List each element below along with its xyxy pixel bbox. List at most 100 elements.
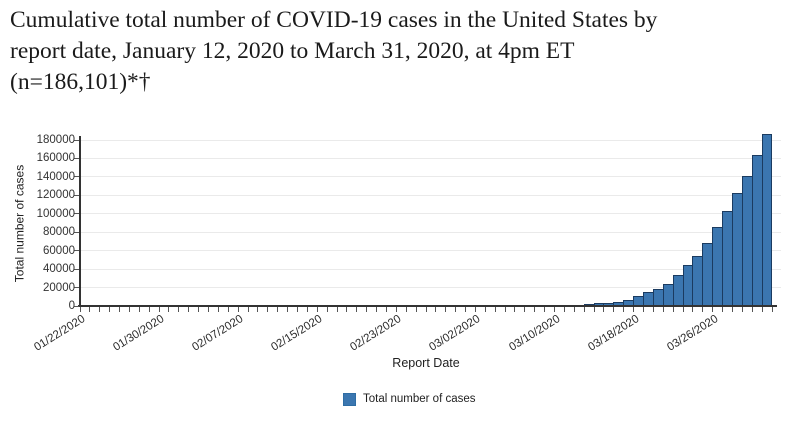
x-axis-tick [494, 306, 496, 312]
y-tick-label: 80000 [43, 226, 75, 239]
x-axis-tick [326, 306, 328, 312]
chart-title: Cumulative total number of COVID-19 case… [10, 5, 657, 98]
x-tick-label: 03/10/2020 [506, 313, 562, 354]
x-axis-tick [662, 306, 664, 312]
x-axis-tick [722, 306, 724, 312]
legend[interactable]: Total number of cases [343, 392, 476, 406]
bar[interactable] [761, 134, 773, 306]
x-axis-tick [198, 306, 200, 312]
x-tick-label: 01/30/2020 [111, 313, 167, 354]
gridline [80, 250, 781, 252]
x-axis-tick [316, 306, 318, 312]
x-tick-label: 03/18/2020 [585, 313, 641, 354]
legend-color-swatch-icon [343, 392, 356, 406]
x-axis-tick [346, 306, 348, 312]
x-axis-tick [504, 306, 506, 312]
y-tick-label: 20000 [43, 281, 75, 294]
x-axis-tick [148, 306, 150, 312]
x-axis-tick [682, 306, 684, 312]
gridline [80, 231, 781, 233]
y-tick-label: 120000 [36, 189, 75, 202]
x-axis-tick [109, 306, 111, 312]
x-axis-tick [702, 306, 704, 312]
x-axis-tick [455, 306, 457, 312]
x-axis-tick [405, 306, 407, 312]
x-axis-tick [395, 306, 397, 312]
y-tick-label: 180000 [36, 134, 75, 146]
x-axis-tick [415, 306, 417, 312]
y-tick-label: 0 [68, 300, 75, 312]
x-axis-tick [376, 306, 378, 312]
y-axis-tick [74, 157, 79, 159]
x-axis-tick [771, 306, 773, 312]
x-axis-tick [178, 306, 180, 312]
gridline [80, 139, 781, 141]
x-tick-label: 02/07/2020 [190, 313, 246, 354]
y-axis-tick [74, 213, 79, 215]
x-axis-tick [445, 306, 447, 312]
x-axis-tick [277, 306, 279, 312]
y-axis-tick [74, 176, 79, 178]
x-axis-tick [217, 306, 219, 312]
x-axis-tick [306, 306, 308, 312]
x-axis-tick [267, 306, 269, 312]
x-axis-tick [652, 306, 654, 312]
x-axis-tick [227, 306, 229, 312]
x-axis-tick [119, 306, 121, 312]
x-axis-tick [484, 306, 486, 312]
x-tick-label: 02/23/2020 [348, 313, 404, 354]
gridline [80, 268, 781, 270]
x-axis-tick [425, 306, 427, 312]
gridline [80, 176, 781, 178]
x-axis-tick [712, 306, 714, 312]
gridline [80, 287, 781, 289]
x-axis-tick [208, 306, 209, 312]
x-axis-tick [593, 306, 595, 312]
x-axis-tick [544, 306, 546, 312]
y-axis-tick [74, 268, 79, 270]
x-axis-tick [534, 306, 536, 312]
y-axis-tick [74, 305, 79, 307]
x-axis-tick [692, 306, 694, 312]
y-axis-tick [74, 139, 79, 141]
x-axis-tick [247, 306, 249, 312]
x-axis-tick [761, 306, 763, 312]
y-axis-line [79, 136, 81, 306]
x-axis-title: Report Date [392, 356, 460, 370]
x-axis-tick [99, 306, 101, 312]
chart-title-line-1: Cumulative total number of COVID-19 case… [10, 7, 658, 33]
y-axis-tick [74, 231, 79, 233]
chart-title-line-2: report date, January 12, 2020 to March 3… [10, 38, 575, 64]
x-tick-label: 01/22/2020 [32, 313, 88, 354]
gridline [80, 213, 781, 215]
x-axis-tick [514, 306, 516, 312]
legend-label: Total number of cases [363, 393, 476, 405]
x-tick-label: 02/15/2020 [269, 313, 325, 354]
x-axis-tick [633, 306, 635, 312]
x-axis-tick [554, 306, 555, 312]
y-tick-label: 140000 [36, 170, 75, 183]
x-axis-tick [158, 306, 160, 312]
x-axis-tick [336, 306, 338, 312]
x-axis-tick [474, 306, 476, 312]
x-axis-tick [563, 306, 565, 312]
x-tick-label: 03/02/2020 [427, 313, 483, 354]
x-axis-tick [623, 306, 625, 312]
x-axis-tick [731, 306, 733, 312]
x-axis-tick [366, 306, 368, 312]
x-axis-tick [613, 306, 615, 312]
x-axis-tick [524, 306, 526, 312]
y-tick-label: 100000 [36, 207, 75, 220]
plot-area [80, 130, 773, 306]
y-axis-tick [74, 194, 79, 196]
x-axis-tick [237, 306, 239, 312]
x-axis-tick [257, 306, 259, 312]
y-axis-tick [74, 287, 79, 289]
x-axis-tick [356, 306, 358, 312]
gridline [80, 157, 781, 159]
x-axis-tick [573, 306, 575, 312]
x-axis-tick [296, 306, 298, 312]
chart-title-line-3: (n=186,101)*† [10, 69, 151, 95]
gridline [80, 194, 781, 196]
